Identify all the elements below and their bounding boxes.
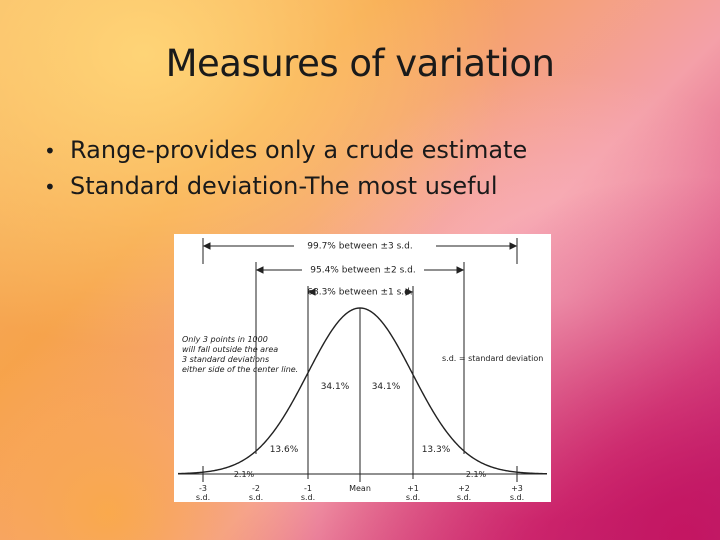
area-label-left-1sd: 34.1%	[321, 382, 350, 392]
note-line: 3 standard deviations	[182, 355, 269, 364]
span-label-3sd: 99.7% between ±3 s.d.	[307, 242, 412, 252]
legend-text: s.d. = standard deviation	[442, 354, 543, 363]
bullet-text: Standard deviation-The most useful	[70, 172, 498, 200]
axis-label-minus-3: -3	[199, 484, 207, 493]
area-label-left-2sd: 13.6%	[270, 445, 299, 455]
area-label-right-2sd: 13.3%	[422, 445, 451, 455]
area-label-right-3sd: 2.1%	[466, 470, 487, 479]
axis-unit-plus-3: s.d.	[510, 493, 524, 502]
normal-distribution-figure: 99.7% between ±3 s.d. 95.4% between ±2 s…	[174, 234, 551, 502]
bell-curve	[177, 307, 548, 475]
area-label-left-3sd: 2.1%	[234, 470, 255, 479]
span-arrow-2-left	[255, 266, 264, 274]
axis-label-minus-2: -2	[252, 484, 260, 493]
normal-curve-diagram: 99.7% between ±3 s.d. 95.4% between ±2 s…	[177, 238, 548, 502]
note-line: will fall outside the area	[182, 345, 278, 354]
axis-label-mean: Mean	[349, 484, 371, 493]
bullet-item: • Standard deviation-The most useful	[44, 168, 527, 204]
axis-unit-minus-3: s.d.	[196, 493, 210, 502]
axis-label-plus-2: +2	[458, 484, 470, 493]
span-arrow-1-left	[307, 288, 316, 296]
axis-unit-minus-2: s.d.	[249, 493, 263, 502]
span-label-2sd: 95.4% between ±2 s.d.	[310, 266, 415, 276]
axis-unit-minus-1: s.d.	[301, 493, 315, 502]
axis-unit-plus-2: s.d.	[457, 493, 471, 502]
bullet-icon: •	[44, 139, 56, 163]
bullet-icon: •	[44, 175, 56, 199]
bullet-list: • Range-provides only a crude estimate •…	[44, 132, 527, 204]
axis-unit-plus-1: s.d.	[406, 493, 420, 502]
axis-label-plus-3: +3	[511, 484, 523, 493]
area-label-right-1sd: 34.1%	[372, 382, 401, 392]
slide-title: Measures of variation	[165, 42, 555, 85]
span-arrow-2-right	[456, 266, 465, 274]
note-line: Only 3 points in 1000	[182, 335, 268, 344]
axis-label-minus-1: -1	[304, 484, 312, 493]
note-line: either side of the center line.	[182, 365, 298, 374]
bullet-item: • Range-provides only a crude estimate	[44, 132, 527, 168]
span-label-1sd: 68.3% between ±1 s.d.	[307, 288, 412, 298]
span-arrow-1-right	[405, 288, 414, 296]
span-arrow-3-left	[202, 242, 211, 250]
bullet-text: Range-provides only a crude estimate	[70, 136, 528, 164]
span-arrow-3-right	[509, 242, 518, 250]
axis-label-plus-1: +1	[407, 484, 419, 493]
